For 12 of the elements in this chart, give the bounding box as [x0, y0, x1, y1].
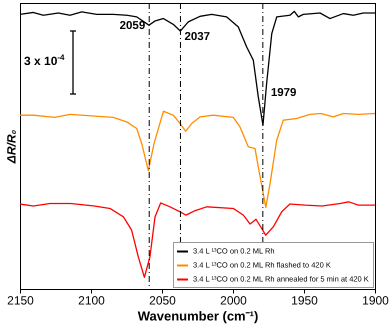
- x-tick-label: 2000: [220, 294, 248, 308]
- annotation: 3 x 10$^{-4}$: [24, 53, 64, 68]
- y-axis-title: ΔR/R₀: [4, 130, 18, 164]
- x-axis-title: Wavenumber (cm⁻¹): [138, 308, 258, 324]
- x-tick-label: 1900: [362, 294, 389, 308]
- x-tick-label: 2050: [149, 294, 176, 308]
- annotation: 1979: [270, 87, 296, 100]
- x-tick-label: 1950: [291, 294, 318, 308]
- annotation: 2059: [120, 20, 146, 32]
- x-tick-label: 2150: [7, 294, 34, 308]
- x-tick-label: 2100: [78, 294, 106, 308]
- annotation: 2037: [184, 31, 210, 44]
